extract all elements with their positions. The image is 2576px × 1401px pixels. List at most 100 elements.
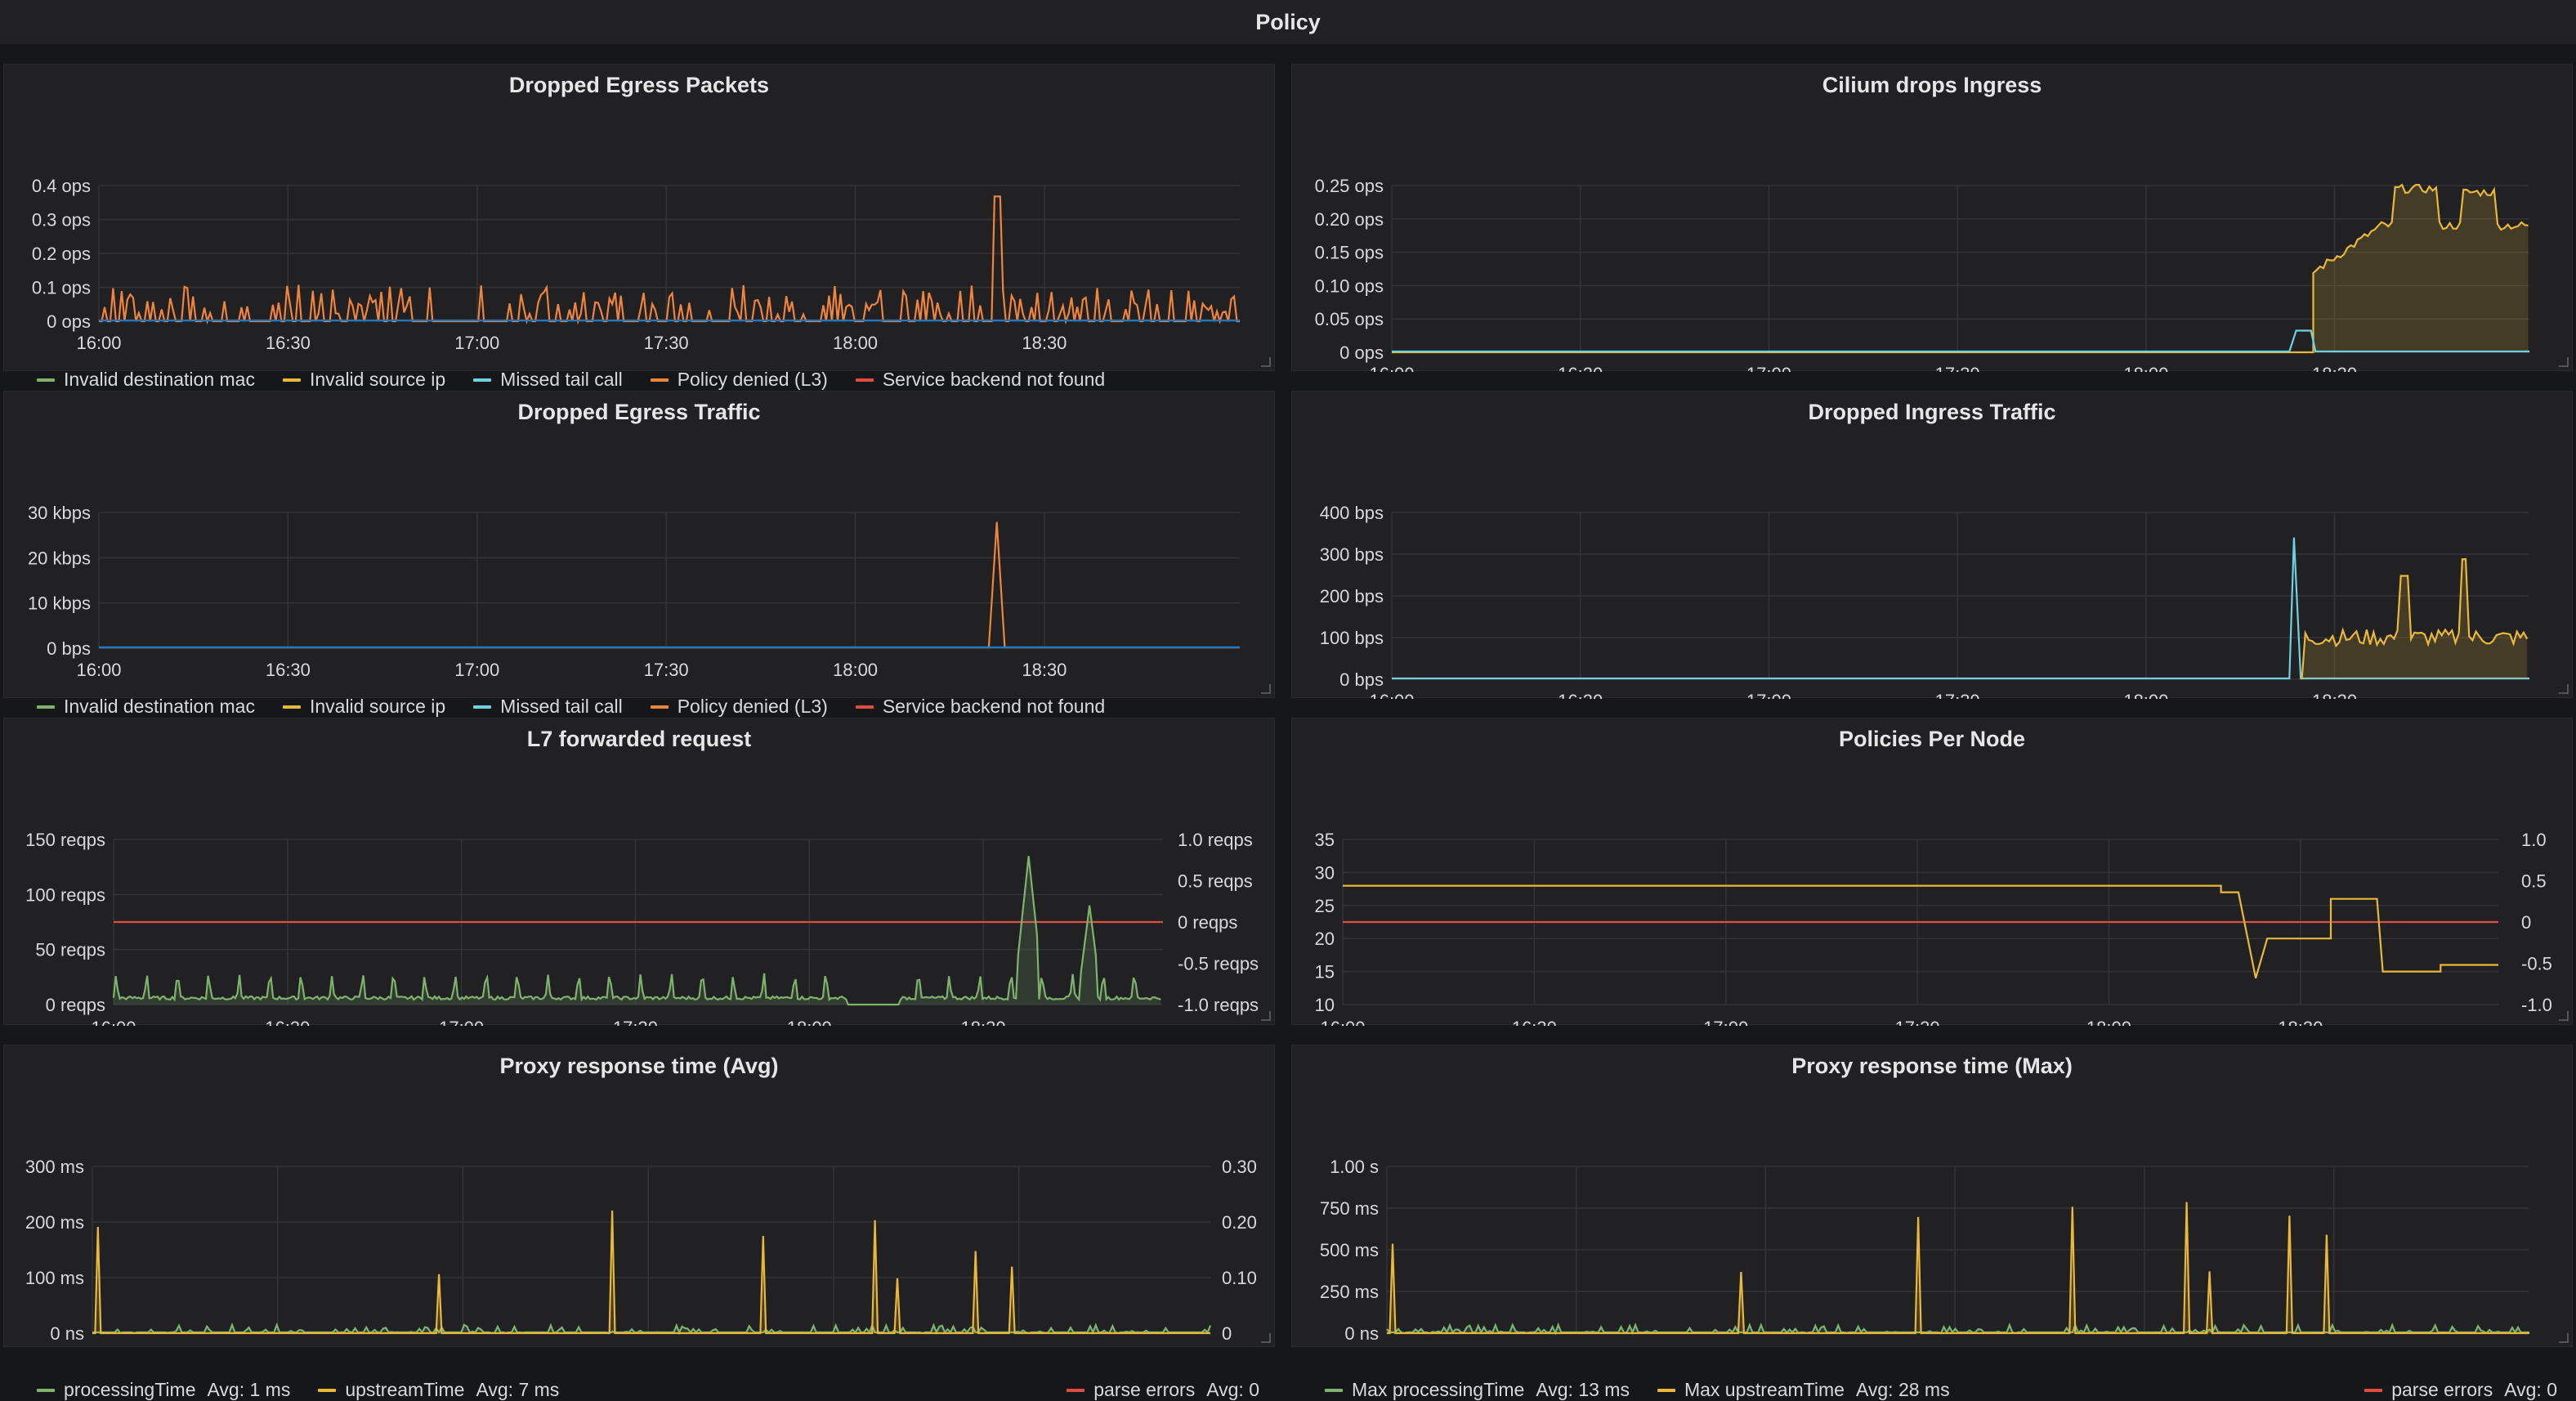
legend-item[interactable]: Service backend not found (855, 696, 1106, 718)
panel-resize-handle[interactable] (2559, 1011, 2569, 1021)
panel-title[interactable]: Dropped Egress Packets (508, 73, 770, 97)
legend-item[interactable]: Invalid source ip (282, 369, 445, 391)
panel-title[interactable]: Dropped Ingress Traffic (1808, 400, 2056, 424)
y-tick-label: 10 (1315, 995, 1335, 1015)
legend-item[interactable]: parse errors Avg: 0 (2364, 1379, 2557, 1401)
graph-canvas[interactable]: 150 reqps 100 reqps 50 reqps 0 reqps 1.0 req… (4, 718, 1276, 1026)
legend-label: Policy denied (L3) (677, 696, 828, 717)
y-tick-label: 10 kbps (28, 593, 91, 614)
graph-canvas[interactable]: 0.25 ops 0.20 ops 0.15 ops 0.10 ops 0.05 ops… (1292, 65, 2574, 372)
y-tick-label: 150 reqps (25, 830, 105, 850)
panel-cilium-drops-ingress[interactable]: Cilium drops Ingress 0.25 ops 0.20 ops 0.15… (1291, 64, 2574, 423)
legend-item[interactable]: Policy denied (L3) (650, 369, 828, 391)
graph-canvas[interactable]: 35 30 25 20 15 10 1.0 0.5 0 -0.5 -1.0 16:00 16:30 17:… (1292, 718, 2574, 1026)
y-tick-label: 0 bps (47, 638, 91, 659)
x-tick-label: 17:00 (439, 1018, 484, 1026)
legend-item[interactable]: processingTime Avg: 1 ms (37, 1379, 290, 1401)
legend-item[interactable]: Invalid destination mac (37, 696, 255, 718)
panel-title[interactable]: Proxy response time (Avg) (499, 1054, 779, 1078)
x-tick-label: 16:30 (1558, 364, 1603, 372)
legend-label: parse errors (1093, 1379, 1196, 1400)
series-policy-denied (99, 195, 1240, 325)
x-tick-label: 16:30 (266, 333, 311, 353)
panel-proxy-response-time-avg[interactable]: Proxy response time (Avg) 300 ms 200 ms 100… (3, 1045, 1276, 1400)
x-tick-label: 16:00 (1364, 1345, 1409, 1348)
legend-item[interactable]: Invalid source ip (282, 696, 446, 718)
x-tick-label: 18:00 (833, 660, 878, 680)
legend-swatch (2364, 1388, 2383, 1392)
series-policy-denied-l3 (1392, 537, 2529, 680)
panel-resize-handle[interactable] (1261, 357, 1271, 367)
panel-title[interactable]: Proxy response time (Max) (1791, 1054, 2073, 1078)
legend-left: Max processingTime Avg: 13 ms Max upstream… (1325, 1379, 1950, 1401)
legend-label: Service backend not found (882, 696, 1106, 717)
legend-label: Invalid destination mac (64, 696, 255, 717)
legend-item[interactable]: Max processingTime Avg: 13 ms (1325, 1379, 1630, 1401)
series-policy-denied-l3 (1392, 329, 2529, 353)
legend-label: Invalid source ip (309, 696, 446, 717)
x-tick-label: 16:30 (1558, 691, 1603, 699)
legend-label: Missed tail call (500, 696, 623, 717)
panel-dropped-egress-packets[interactable]: Dropped Egress Packets 0.4 ops 0.3 ops 0.2 … (3, 64, 1276, 422)
legend-item[interactable]: Invalid destination mac (37, 369, 255, 391)
x-tick-label: 16:00 (76, 660, 121, 680)
x-tick-label: 18:30 (996, 1345, 1041, 1348)
panel-resize-handle[interactable] (2559, 357, 2569, 367)
x-tick-label: 16:30 (265, 1018, 310, 1026)
legend-item[interactable]: upstreamTime Avg: 7 ms (318, 1379, 559, 1401)
panel-title[interactable]: Dropped Egress Traffic (517, 400, 761, 424)
x-tick-label: 17:00 (454, 660, 499, 680)
legend-stat: Avg: 7 ms (476, 1379, 560, 1400)
y-tick-label: 200 ms (25, 1212, 84, 1233)
panel-l7-forwarded-request[interactable]: L7 forwarded request 150 reqps 100 reqps 50… (3, 718, 1276, 1075)
x-tick-label: 17:00 (1743, 1345, 1788, 1348)
legend-item[interactable]: Service backend not found (855, 369, 1106, 391)
x-tick-label: 18:30 (2278, 1018, 2323, 1026)
y-tick-label: 25 (1315, 896, 1335, 916)
series-avg (1343, 884, 2498, 979)
legend: Max processingTime Avg: 13 ms Max upstream… (1325, 1379, 2557, 1401)
panel-title[interactable]: L7 forwarded request (526, 727, 752, 751)
graph-canvas[interactable]: 1.00 s 750 ms 500 ms 250 ms 0 ns16:00 16:30 17… (1292, 1045, 2574, 1348)
x-tick-label: 18:30 (1022, 333, 1067, 353)
legend-label: Service backend not found (882, 369, 1106, 390)
legend-item[interactable]: Missed tail call (473, 369, 623, 391)
legend-stat: Avg: 0 (1206, 1379, 1259, 1400)
y-tick-label: 250 ms (1320, 1282, 1379, 1302)
y-tick-label: 20 (1315, 929, 1335, 949)
graph-canvas[interactable]: 300 ms 200 ms 100 ms 0 ns 0.30 0.20 0.10 0 16:00… (4, 1045, 1276, 1348)
series-not-local-target (2301, 558, 2529, 680)
legend-swatch (282, 378, 301, 382)
row-header[interactable]: Policy (0, 0, 2576, 46)
legend-item[interactable]: parse errors Avg: 0 (1067, 1379, 1259, 1401)
panel-policies-per-node[interactable]: Policies Per Node 35 30 25 20 15 10 1.0 0.5 0 -0.5… (1291, 718, 2574, 1075)
legend-item[interactable]: Missed tail call (473, 696, 623, 718)
legend-swatch (473, 705, 492, 709)
panel-dropped-ingress-traffic[interactable]: Dropped Ingress Traffic 400 bps 300 bps 200… (1291, 391, 2574, 750)
panel-resize-handle[interactable] (2559, 684, 2569, 694)
y-tick-label: 0 ns (50, 1323, 84, 1344)
panel-resize-handle[interactable] (1261, 684, 1271, 694)
legend-item[interactable]: Max upstreamTime Avg: 28 ms (1657, 1379, 1950, 1401)
series-processing-time (92, 1322, 1212, 1335)
panel-dropped-egress-traffic[interactable]: Dropped Egress Traffic 30 kbps 20 kbps 10 k… (3, 391, 1276, 749)
y2-tick-label: 0.5 reqps (1178, 871, 1253, 892)
x-tick-label: 18:00 (2122, 1345, 2167, 1348)
panel-proxy-response-time-max[interactable]: Proxy response time (Max) 1.00 s 750 ms 500… (1291, 1045, 2574, 1400)
legend-item[interactable]: Policy denied (L3) (650, 696, 828, 718)
y2-tick-label: 0 (2521, 912, 2531, 933)
x-tick-label: 17:00 (1746, 364, 1791, 372)
y2-tick-label: 0 (1222, 1323, 1232, 1344)
x-tick-label: 17:30 (644, 660, 689, 680)
panel-resize-handle[interactable] (1261, 1333, 1271, 1343)
x-tick-label: 18:30 (961, 1018, 1006, 1026)
panel-resize-handle[interactable] (1261, 1011, 1271, 1021)
y2-tick-label: 0.30 (1222, 1157, 1257, 1177)
panel-resize-handle[interactable] (2559, 1333, 2569, 1343)
panel-title[interactable]: Policies Per Node (1838, 727, 2026, 751)
panel-title[interactable]: Cilium drops Ingress (1822, 73, 2042, 97)
x-tick-label: 18:00 (2123, 364, 2168, 372)
